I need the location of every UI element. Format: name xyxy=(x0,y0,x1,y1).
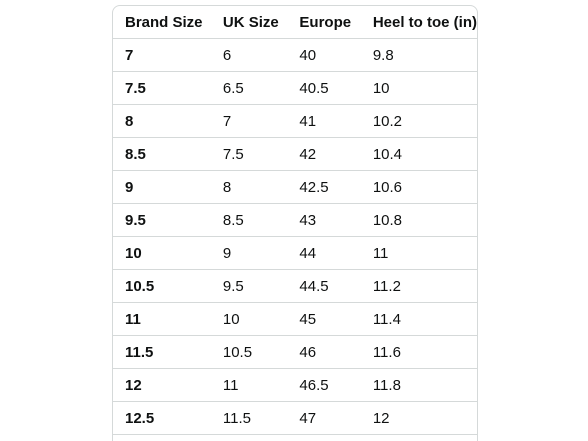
heel-to-toe-cell: 10.8 xyxy=(360,204,477,237)
uk-size-cell: 11.5 xyxy=(210,402,288,435)
table-row: 8.5 7.5 42 10.4 xyxy=(113,138,477,171)
header-row: Brand Size UK Size Europe Heel to toe (i… xyxy=(113,6,477,39)
uk-size-cell: 8 xyxy=(210,171,288,204)
europe-size-cell: 44.5 xyxy=(287,270,361,303)
europe-size-cell: 45 xyxy=(287,303,361,336)
europe-size-cell: 40 xyxy=(287,39,361,72)
brand-size-cell: 12.5 xyxy=(113,402,211,435)
header-brand-size: Brand Size xyxy=(113,6,211,39)
size-chart-header: Brand Size UK Size Europe Heel to toe (i… xyxy=(113,6,477,39)
heel-to-toe-cell: 9.8 xyxy=(360,39,477,72)
europe-size-cell: 46 xyxy=(287,336,361,369)
europe-size-cell: 43 xyxy=(287,204,361,237)
table-row: 9 8 42.5 10.6 xyxy=(113,171,477,204)
table-row: 12.5 11.5 47 12 xyxy=(113,402,477,435)
table-row: 9.5 8.5 43 10.8 xyxy=(113,204,477,237)
brand-size-cell: 8 xyxy=(113,105,211,138)
uk-size-cell: 9.5 xyxy=(210,270,288,303)
brand-size-cell: 10.5 xyxy=(113,270,211,303)
uk-size-cell: 10 xyxy=(210,303,288,336)
header-europe: Europe xyxy=(287,6,361,39)
heel-to-toe-cell: 11 xyxy=(360,237,477,270)
europe-size-cell: 41 xyxy=(287,105,361,138)
header-heel-to-toe: Heel to toe (in) xyxy=(360,6,477,39)
brand-size-cell: 9 xyxy=(113,171,211,204)
uk-size-cell: 6 xyxy=(210,39,288,72)
brand-size-cell: 7.5 xyxy=(113,72,211,105)
brand-size-cell: 10 xyxy=(113,237,211,270)
brand-size-cell: 8.5 xyxy=(113,138,211,171)
heel-to-toe-cell: 11.6 xyxy=(360,336,477,369)
uk-size-cell: 9 xyxy=(210,237,288,270)
size-chart-body: 7 6 40 9.8 7.5 6.5 40.5 10 8 7 41 10.2 8… xyxy=(113,39,477,441)
table-row: 11.5 10.5 46 11.6 xyxy=(113,336,477,369)
header-uk-size: UK Size xyxy=(210,6,288,39)
table-row-partial xyxy=(113,435,477,441)
uk-size-cell: 11 xyxy=(210,369,288,402)
table-row: 11 10 45 11.4 xyxy=(113,303,477,336)
heel-to-toe-cell: 10.6 xyxy=(360,171,477,204)
heel-to-toe-cell: 10 xyxy=(360,72,477,105)
europe-size-cell: 42 xyxy=(287,138,361,171)
europe-size-cell: 46.5 xyxy=(287,369,361,402)
uk-size-cell: 6.5 xyxy=(210,72,288,105)
brand-size-cell: 9.5 xyxy=(113,204,211,237)
europe-size-cell: 40.5 xyxy=(287,72,361,105)
heel-to-toe-cell: 11.8 xyxy=(360,369,477,402)
heel-to-toe-cell: 11.4 xyxy=(360,303,477,336)
uk-size-cell: 10.5 xyxy=(210,336,288,369)
uk-size-cell: 8.5 xyxy=(210,204,288,237)
brand-size-cell: 12 xyxy=(113,369,211,402)
table-row: 8 7 41 10.2 xyxy=(113,105,477,138)
uk-size-cell: 7 xyxy=(210,105,288,138)
brand-size-cell: 11.5 xyxy=(113,336,211,369)
brand-size-cell: 11 xyxy=(113,303,211,336)
table-row: 12 11 46.5 11.8 xyxy=(113,369,477,402)
table-row: 10.5 9.5 44.5 11.2 xyxy=(113,270,477,303)
europe-size-cell: 44 xyxy=(287,237,361,270)
heel-to-toe-cell: 10.4 xyxy=(360,138,477,171)
uk-size-cell: 7.5 xyxy=(210,138,288,171)
heel-to-toe-cell: 12 xyxy=(360,402,477,435)
table-row: 7.5 6.5 40.5 10 xyxy=(113,72,477,105)
table-row: 10 9 44 11 xyxy=(113,237,477,270)
europe-size-cell: 47 xyxy=(287,402,361,435)
europe-size-cell: 42.5 xyxy=(287,171,361,204)
size-chart-table: Brand Size UK Size Europe Heel to toe (i… xyxy=(112,5,478,441)
heel-to-toe-cell: 11.2 xyxy=(360,270,477,303)
table-row: 7 6 40 9.8 xyxy=(113,39,477,72)
brand-size-cell: 7 xyxy=(113,39,211,72)
heel-to-toe-cell: 10.2 xyxy=(360,105,477,138)
